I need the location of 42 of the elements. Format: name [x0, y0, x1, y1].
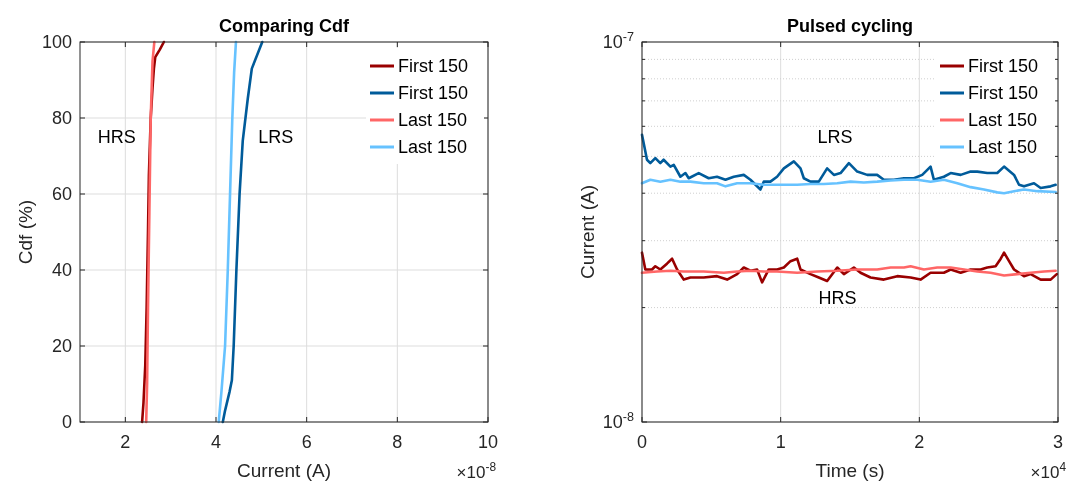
x-tick-label: 2 — [120, 432, 131, 452]
line-series — [640, 264, 1057, 277]
legend-label: First 150 — [398, 56, 469, 77]
legend-label: First 150 — [398, 83, 469, 104]
x-tick-label: 2 — [914, 432, 925, 452]
x-tick-label: 8 — [392, 432, 403, 452]
legend-label: First 150 — [968, 83, 1039, 104]
x-tick-label: 3 — [1052, 432, 1064, 452]
legend-label: Last 150 — [398, 110, 468, 131]
x-axis-title: Time (s) — [815, 460, 885, 481]
line-series — [144, 40, 156, 424]
x-tick-label: 1 — [775, 432, 786, 452]
legend-label: Last 150 — [968, 110, 1038, 131]
x-tick-label: 6 — [301, 432, 312, 452]
x-tick-label: 4 — [210, 432, 222, 452]
x-tick-label: 0 — [636, 432, 648, 452]
text: ×10$^{-8}$ — [456, 460, 497, 482]
y-tick-label: 10$^{-7}$ — [602, 30, 634, 53]
chart-title: Pulsed cycling — [786, 16, 914, 36]
x-axis-title: Current (A) — [237, 460, 331, 481]
line-series — [217, 40, 238, 424]
line-series — [640, 251, 1059, 284]
annotation: HRS — [97, 127, 136, 148]
y-tick-label: 80 — [51, 108, 72, 129]
annotation: HRS — [818, 288, 857, 309]
y-tick-label: 0 — [61, 412, 72, 433]
y-tick-label: 60 — [51, 184, 72, 205]
y-tick-label: 20 — [51, 336, 72, 357]
y-tick-label: 10$^{-8}$ — [602, 410, 634, 433]
y-axis-title: Current (A) — [577, 185, 598, 279]
annotation: LRS — [817, 127, 853, 148]
legend-label: Last 150 — [398, 137, 468, 158]
x-tick-label: 10 — [477, 432, 499, 452]
y-tick-label: 100 — [41, 32, 72, 53]
text: ×10$^{4}$ — [1030, 460, 1067, 482]
legend-label: First 150 — [968, 56, 1039, 77]
line-series — [640, 178, 1057, 195]
y-tick-label: 40 — [51, 260, 72, 281]
legend-label: Last 150 — [968, 137, 1038, 158]
y-axis-title: Cdf (%) — [15, 199, 36, 265]
chart-title: Comparing Cdf — [219, 16, 350, 36]
annotation: LRS — [258, 127, 294, 148]
